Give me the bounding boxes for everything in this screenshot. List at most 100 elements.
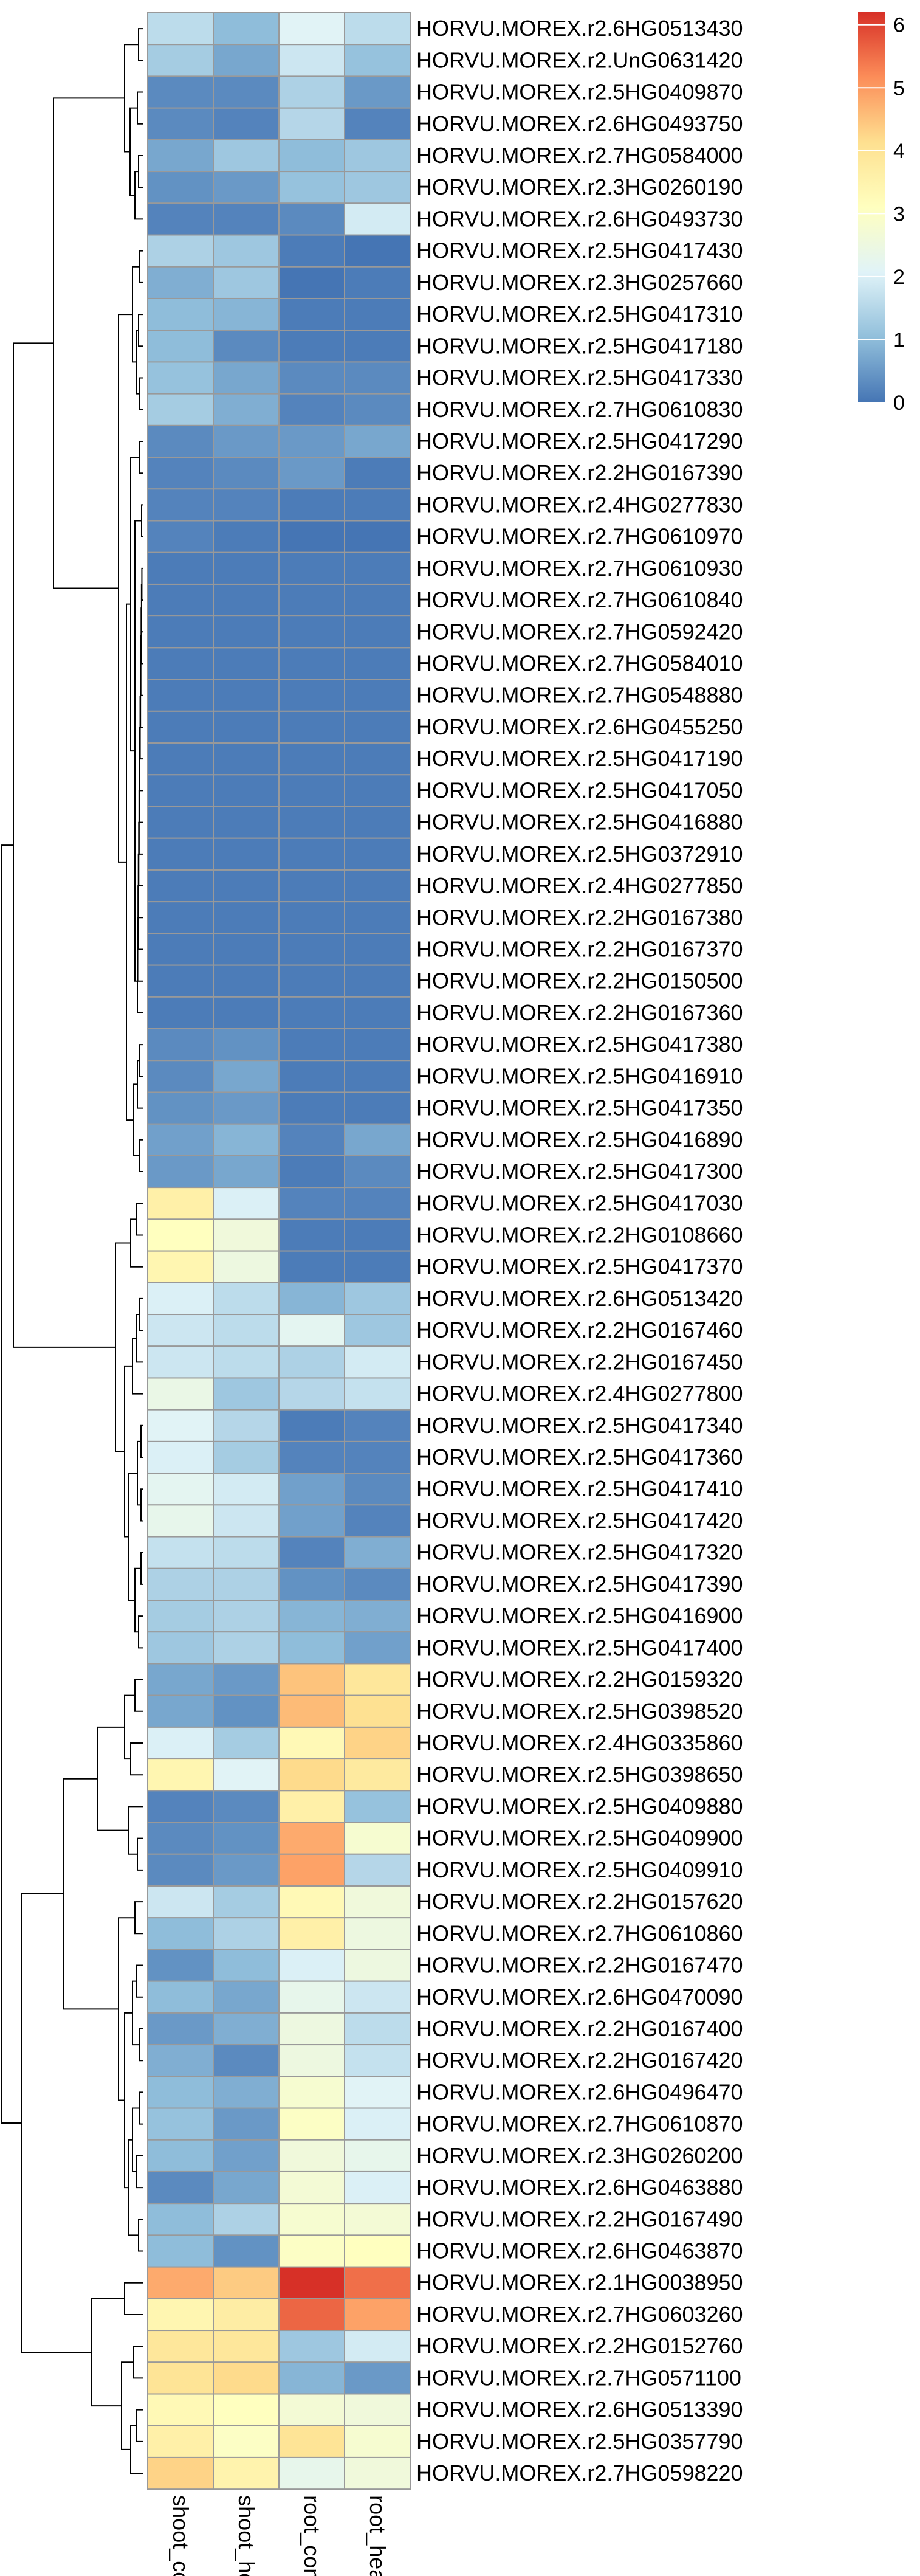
heatmap-cell (344, 1155, 411, 1189)
dendrogram-branch (63, 1778, 118, 2010)
row-label: HORVU.MOREX.r2.7HG0610840 (416, 587, 743, 612)
heatmap-cell (344, 964, 411, 998)
heatmap-cell (278, 1282, 345, 1316)
heatmap-cell (344, 1504, 411, 1538)
heatmap-cell (213, 2425, 280, 2458)
row-label: HORVU.MOREX.r2.5HG0357790 (416, 2429, 743, 2454)
heatmap-cell (213, 1663, 280, 1696)
heatmap-cell (344, 2234, 411, 2268)
heatmap-cell (213, 1536, 280, 1569)
row-label: HORVU.MOREX.r2.5HG0417310 (416, 302, 743, 326)
heatmap-cell (213, 488, 280, 522)
heatmap-cell (278, 2393, 345, 2426)
dendrogram-branch (91, 2298, 125, 2407)
heatmap-cell (147, 12, 214, 46)
heatmap-cell (147, 2393, 214, 2426)
heatmap-cell (344, 1694, 411, 1728)
row-label: HORVU.MOREX.r2.5HG0417390 (416, 1572, 743, 1597)
heatmap-cell (213, 774, 280, 807)
color-scale-tick-label: 5 (893, 77, 905, 100)
dendrogram-branch (1, 844, 21, 2124)
row-label: HORVU.MOREX.r2.5HG0417320 (416, 1540, 743, 1565)
column-labels: shoot_control shoot_heat root_control root_… (168, 2495, 390, 2576)
heatmap-cell (278, 1473, 345, 1506)
row-label: HORVU.MOREX.r2.7HG0598220 (416, 2460, 743, 2485)
heatmap-cell (278, 1600, 345, 1633)
heatmap-cell (213, 1123, 280, 1156)
row-label: HORVU.MOREX.r2.2HG0167400 (416, 2016, 743, 2041)
dendrogram-branch (139, 1044, 143, 1077)
heatmap-cell (147, 488, 214, 522)
heatmap-cells (147, 12, 411, 2490)
heatmap-cell (213, 1187, 280, 1220)
row-label: HORVU.MOREX.r2.3HG0257660 (416, 270, 743, 295)
heatmap-cell (213, 1250, 280, 1283)
heatmap-cell (213, 520, 280, 553)
heatmap-cell (278, 1663, 345, 1696)
heatmap-cell (278, 1949, 345, 1982)
heatmap-cell (147, 1345, 214, 1379)
heatmap-cell (213, 679, 280, 712)
heatmap-cell (147, 1218, 214, 1252)
heatmap-cell (278, 1567, 345, 1601)
heatmap-cell (278, 12, 345, 46)
heatmap-cell (278, 1504, 345, 1538)
heatmap-cell (278, 1885, 345, 1919)
heatmap-cell (278, 2012, 345, 2046)
dendrogram-branch (137, 1837, 143, 1871)
heatmap-cell (213, 1790, 280, 1823)
heatmap-cell (213, 1853, 280, 1887)
heatmap-cell (147, 1187, 214, 1220)
heatmap-cell (344, 1885, 411, 1919)
dendrogram-branch (136, 1964, 143, 1998)
heatmap-cell (213, 1600, 280, 1633)
row-label: HORVU.MOREX.r2.5HG0417410 (416, 1476, 743, 1501)
heatmap-cell (147, 1822, 214, 1855)
row-label: HORVU.MOREX.r2.2HG0167420 (416, 2048, 743, 2073)
heatmap-cell (213, 2139, 280, 2172)
heatmap-cell (278, 1917, 345, 1950)
heatmap-cell (213, 2330, 280, 2363)
row-label: HORVU.MOREX.r2.5HG0417370 (416, 1254, 743, 1279)
heatmap-cell (278, 1377, 345, 1411)
heatmap-cell (278, 679, 345, 712)
heatmap-cell (213, 202, 280, 236)
heatmap-cell (344, 1631, 411, 1665)
heatmap-cell (278, 1155, 345, 1189)
dendrogram-branch (137, 91, 143, 125)
heatmap-cell (213, 1440, 280, 1474)
heatmap-cell (147, 2170, 214, 2205)
heatmap-cell (147, 2044, 214, 2077)
heatmap-cell (278, 2107, 345, 2141)
heatmap-cell (213, 2170, 280, 2205)
heatmap-cell (344, 837, 411, 871)
heatmap-cell (147, 2076, 214, 2109)
heatmap-cell (278, 647, 345, 680)
color-scale-tick-label: 4 (893, 140, 905, 163)
heatmap-cell (344, 1536, 411, 1569)
heatmap-cell (344, 330, 411, 363)
heatmap-cell (213, 837, 280, 871)
dendrogram-branch (13, 342, 115, 1348)
row-label: HORVU.MOREX.r2.3HG0260200 (416, 2143, 743, 2168)
row-label: HORVU.MOREX.r2.2HG0150500 (416, 969, 743, 993)
heatmap-cell (147, 1663, 214, 1696)
column-label: shoot_control (168, 2495, 193, 2576)
heatmap-cell (344, 869, 411, 903)
dendrogram-branch (136, 2155, 143, 2189)
heatmap-cell (278, 837, 345, 871)
heatmap-cell (278, 1853, 345, 1887)
heatmap-cell (147, 679, 214, 712)
row-label: HORVU.MOREX.r2.5HG0417420 (416, 1508, 743, 1533)
row-label: HORVU.MOREX.r2.7HG0610870 (416, 2112, 743, 2136)
heatmap-cell (147, 107, 214, 140)
row-label: HORVU.MOREX.r2.5HG0417340 (416, 1413, 743, 1438)
heatmap-cell (213, 75, 280, 109)
heatmap-cell (147, 837, 214, 871)
color-scale-tick-label: 0 (893, 392, 905, 415)
heatmap-cell (278, 520, 345, 553)
row-label: HORVU.MOREX.r2.7HG0610970 (416, 524, 743, 549)
heatmap-cell (278, 2456, 345, 2490)
row-label: HORVU.MOREX.r2.2HG0159320 (416, 1667, 743, 1692)
